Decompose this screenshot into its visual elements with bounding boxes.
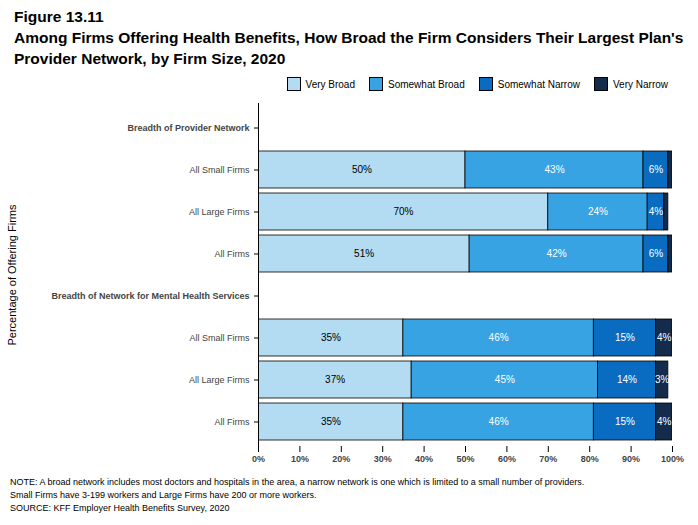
- svg-text:70%: 70%: [393, 206, 413, 217]
- svg-text:60%: 60%: [498, 454, 516, 464]
- svg-text:6%: 6%: [649, 248, 664, 259]
- html-text:Small Firms have 3-199 workers: Small Firms have 3-199 workers and Large…: [10, 490, 317, 500]
- svg-text:3%: 3%: [655, 374, 670, 385]
- svg-text:51%: 51%: [354, 248, 374, 259]
- html-text:Figure 13.11: Figure 13.11: [14, 8, 104, 25]
- svg-text:4%: 4%: [649, 206, 664, 217]
- svg-text:43%: 43%: [545, 164, 565, 175]
- html-text:Very Broad: Very Broad: [305, 78, 355, 90]
- svg-text:46%: 46%: [489, 416, 509, 427]
- html-text:Somewhat Broad: Somewhat Broad: [388, 78, 465, 90]
- svg-text:Breadth of Network for Mental: Breadth of Network for Mental Health Ser…: [51, 291, 249, 301]
- svg-text:45%: 45%: [495, 374, 515, 385]
- html-text:Among Firms Offering Health Be: Among Firms Offering Health Benefits, Ho…: [14, 29, 684, 67]
- html-text:SOURCE: KFF Employer Health Be: SOURCE: KFF Employer Health Benefits Sur…: [10, 503, 230, 513]
- svg-text:All Large Firms: All Large Firms: [189, 207, 250, 217]
- svg-text:35%: 35%: [321, 416, 341, 427]
- svg-text:Breadth of Provider Network: Breadth of Provider Network: [127, 123, 250, 133]
- svg-text:15%: 15%: [615, 332, 635, 343]
- svg-text:4%: 4%: [657, 332, 672, 343]
- svg-text:All Large Firms: All Large Firms: [189, 375, 250, 385]
- svg-text:37%: 37%: [325, 374, 345, 385]
- svg-text:80%: 80%: [581, 454, 599, 464]
- svg-text:50%: 50%: [456, 454, 474, 464]
- svg-text:6%: 6%: [649, 164, 664, 175]
- svg-text:42%: 42%: [547, 248, 567, 259]
- svg-text:35%: 35%: [321, 332, 341, 343]
- svg-text:20%: 20%: [332, 454, 350, 464]
- svg-text:14%: 14%: [617, 374, 637, 385]
- svg-text:70%: 70%: [539, 454, 557, 464]
- html-text:NOTE: A broad network includes: NOTE: A broad network includes most doct…: [10, 477, 585, 487]
- html-text:Very Narrow: Very Narrow: [613, 78, 668, 90]
- html-text:Somewhat Narrow: Somewhat Narrow: [497, 78, 580, 90]
- svg-text:24%: 24%: [588, 206, 608, 217]
- svg-text:All Small Firms: All Small Firms: [190, 333, 250, 343]
- svg-text:4%: 4%: [657, 416, 672, 427]
- svg-text:15%: 15%: [615, 416, 635, 427]
- svg-text:30%: 30%: [374, 454, 392, 464]
- svg-text:All Firms: All Firms: [215, 417, 250, 427]
- svg-text:90%: 90%: [622, 454, 640, 464]
- svg-text:40%: 40%: [415, 454, 433, 464]
- svg-text:All Firms: All Firms: [215, 249, 250, 259]
- svg-text:All Small Firms: All Small Firms: [190, 165, 250, 175]
- svg-text:0%: 0%: [252, 454, 265, 464]
- svg-text:100%: 100%: [661, 454, 684, 464]
- svg-text:46%: 46%: [489, 332, 509, 343]
- svg-text:50%: 50%: [352, 164, 372, 175]
- svg-text:10%: 10%: [291, 454, 309, 464]
- svg-text:Percentage of Offering Firms: Percentage of Offering Firms: [6, 204, 18, 346]
